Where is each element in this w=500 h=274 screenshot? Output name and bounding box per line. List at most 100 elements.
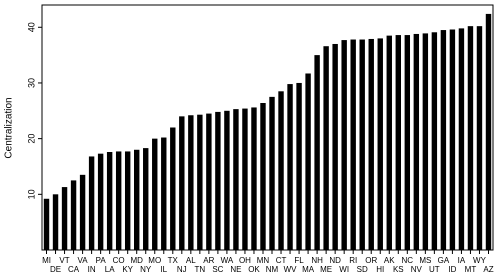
bar	[368, 38, 374, 250]
x-tick-label: OH	[239, 256, 251, 265]
x-tick-label: MN	[257, 256, 270, 265]
x-tick-label: PA	[96, 256, 107, 265]
x-tick-label: AZ	[483, 265, 493, 274]
bar	[260, 103, 266, 250]
bar	[152, 138, 158, 250]
bar	[233, 109, 239, 250]
bar	[458, 28, 465, 250]
bar	[314, 55, 320, 251]
bar	[70, 180, 77, 250]
x-tick-label: HI	[376, 265, 384, 274]
x-tick-label: SC	[212, 265, 223, 274]
bar	[188, 115, 194, 250]
x-tick-label: VT	[59, 256, 69, 265]
x-tick-label: MA	[302, 265, 315, 274]
x-tick-label: WA	[221, 256, 234, 265]
x-tick-label: SD	[357, 265, 368, 274]
bar	[97, 153, 104, 250]
x-tick-label: ME	[320, 265, 332, 274]
x-tick-label: NV	[411, 265, 423, 274]
x-tick-label: IA	[458, 256, 466, 265]
bar	[359, 39, 365, 250]
x-tick-label: WV	[284, 265, 298, 274]
x-tick-label: OK	[248, 265, 260, 274]
bar	[305, 73, 311, 250]
x-tick-label: CA	[68, 265, 80, 274]
x-tick-label: RI	[349, 256, 357, 265]
bar	[52, 194, 59, 250]
y-tick-label: 40	[26, 22, 36, 32]
bar	[170, 127, 176, 250]
bar	[476, 26, 483, 251]
x-tick-label: AK	[384, 256, 395, 265]
bar	[485, 13, 492, 251]
bar	[161, 137, 167, 250]
x-tick-label: DE	[50, 265, 61, 274]
x-tick-label: IL	[160, 265, 167, 274]
x-tick-label: NC	[402, 256, 414, 265]
bar	[43, 198, 50, 250]
x-tick-label: KS	[393, 265, 404, 274]
x-tick-label: MI	[42, 256, 51, 265]
y-axis-label: Centralization	[4, 97, 15, 158]
plot-frame	[41, 4, 494, 251]
bar	[287, 84, 293, 251]
x-tick-label: MS	[419, 256, 431, 265]
x-tick-label: TN	[195, 265, 206, 274]
bar	[197, 114, 203, 251]
bar	[251, 107, 257, 250]
y-tick-label: 10	[26, 189, 36, 199]
bar	[206, 113, 212, 250]
x-tick-label: MT	[465, 265, 477, 274]
x-tick-label: OR	[365, 256, 377, 265]
bar	[440, 30, 447, 250]
bar	[143, 148, 149, 250]
x-tick-label: UT	[429, 265, 440, 274]
bar	[422, 33, 429, 250]
x-tick-label: ND	[329, 256, 341, 265]
x-tick-label: VA	[78, 256, 89, 265]
x-tick-label: MD	[130, 256, 143, 265]
bar	[413, 33, 420, 250]
x-tick-label: WI	[339, 265, 349, 274]
bar	[467, 26, 474, 251]
x-tick-label: WY	[473, 256, 487, 265]
x-tick-label: FL	[294, 256, 304, 265]
bar	[395, 35, 401, 251]
x-tick-label: LA	[105, 265, 115, 274]
bar	[106, 152, 113, 250]
bar	[79, 174, 86, 250]
x-tick-label: IN	[88, 265, 96, 274]
bar	[215, 111, 221, 250]
bar	[179, 116, 185, 250]
x-tick-label: KY	[122, 265, 133, 274]
bar	[278, 91, 284, 250]
x-tick-label: NH	[311, 256, 323, 265]
x-tick-label: NJ	[177, 265, 187, 274]
y-tick-label: 20	[26, 134, 36, 144]
y-tick-label: 30	[26, 78, 36, 88]
bar	[61, 187, 68, 250]
x-tick-label: ID	[448, 265, 456, 274]
x-tick-label: TX	[168, 256, 179, 265]
bar	[242, 108, 248, 251]
bar	[269, 96, 275, 250]
x-tick-label: CO	[113, 256, 125, 265]
x-tick-label: NE	[230, 265, 241, 274]
bar	[332, 43, 338, 251]
bar	[224, 110, 230, 250]
bar	[134, 149, 140, 250]
x-tick-label: AR	[203, 256, 214, 265]
bar	[296, 82, 302, 250]
bar	[124, 151, 131, 250]
x-tick-label: NM	[266, 265, 279, 274]
x-tick-label: AL	[186, 256, 196, 265]
x-tick-label: NY	[140, 265, 152, 274]
bar	[449, 29, 456, 250]
bar	[323, 46, 329, 250]
x-tick-label: MO	[148, 256, 161, 265]
bar	[404, 35, 411, 251]
bar	[386, 35, 392, 250]
bar	[377, 38, 383, 251]
